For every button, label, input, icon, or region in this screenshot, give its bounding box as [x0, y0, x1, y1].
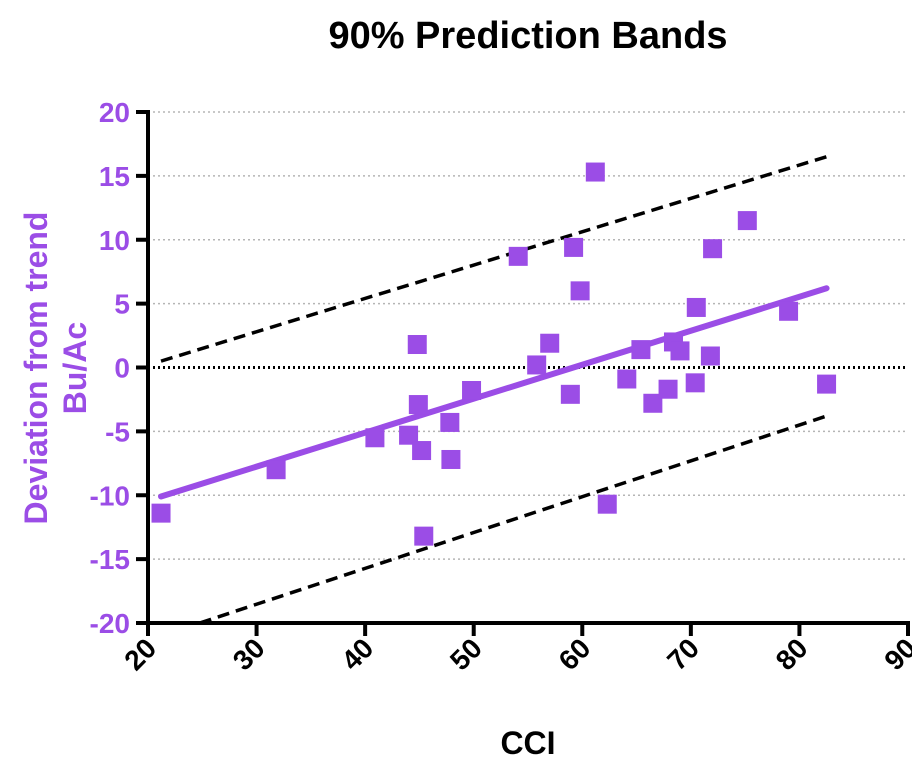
x-tick-label: 60: [553, 632, 597, 676]
data-point: [703, 239, 723, 259]
data-point: [617, 369, 637, 389]
gridlines: [148, 111, 908, 560]
data-point: [597, 494, 617, 514]
data-point: [414, 526, 434, 546]
data-point: [412, 441, 432, 461]
data-point: [564, 237, 584, 257]
x-tick-label: 30: [227, 632, 271, 676]
data-point: [585, 162, 605, 182]
data-point: [441, 449, 461, 469]
x-ticks: 20 30 40 50 60 70 80 90: [118, 623, 912, 676]
prediction-bands: [160, 155, 828, 625]
y-tick-label: -20: [90, 608, 130, 639]
data-points: [151, 162, 837, 546]
y-tick-label: -10: [90, 480, 130, 511]
y-tick-label: 10: [99, 225, 130, 256]
x-tick-label: 90: [878, 632, 912, 676]
y-axis-label-line-2: Bu/Ac: [57, 322, 93, 414]
data-point: [540, 333, 560, 353]
fit-line: [158, 285, 830, 500]
data-point: [737, 211, 757, 231]
y-tick-label: -15: [90, 544, 130, 575]
data-point: [408, 395, 428, 415]
data-point: [686, 297, 706, 317]
y-tick-label: 5: [114, 289, 130, 320]
fit-line-group: [158, 285, 830, 500]
data-point: [658, 379, 678, 399]
data-point: [151, 503, 171, 523]
data-point: [685, 373, 705, 393]
data-point: [365, 428, 385, 448]
data-point: [462, 380, 482, 400]
data-point: [508, 246, 528, 266]
data-point: [266, 460, 286, 480]
chart-title: 90% Prediction Bands: [328, 15, 727, 57]
y-tick-label: 20: [99, 97, 130, 128]
data-point: [570, 281, 590, 301]
y-ticks: 20 15 10 5 0 -5 -10 -15 -20: [90, 97, 148, 639]
data-point: [670, 341, 690, 361]
lower-prediction-band: [199, 414, 828, 625]
data-point: [399, 425, 419, 445]
data-point: [643, 393, 663, 413]
x-tick-label: 80: [770, 632, 814, 676]
data-point: [700, 346, 720, 366]
x-axis-label: CCI: [500, 725, 555, 761]
data-point: [560, 384, 580, 404]
upper-prediction-band: [160, 155, 828, 363]
data-point: [527, 355, 547, 375]
data-point: [779, 301, 799, 321]
y-tick-label: -5: [105, 416, 130, 447]
x-tick-label: 50: [444, 632, 488, 676]
x-tick-label: 40: [335, 632, 379, 676]
data-point: [631, 340, 651, 360]
data-point: [817, 374, 837, 394]
y-axis-label-line-1: Deviation from trend: [18, 212, 54, 525]
y-tick-label: 15: [99, 161, 130, 192]
x-tick-label: 70: [661, 632, 705, 676]
y-tick-label: 0: [114, 353, 130, 384]
data-point: [440, 412, 460, 432]
data-point: [407, 335, 427, 355]
